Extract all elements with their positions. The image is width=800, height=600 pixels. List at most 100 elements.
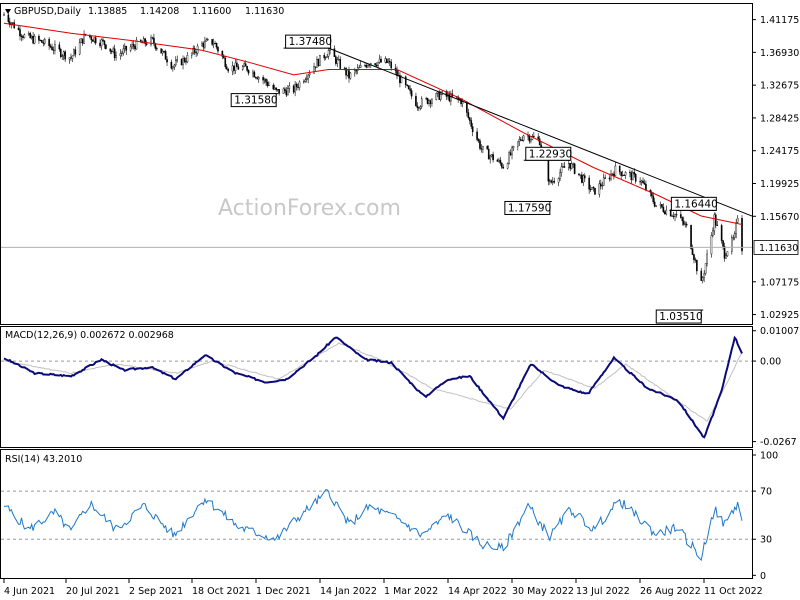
- candle-body: [380, 58, 382, 63]
- candle-body: [135, 39, 138, 50]
- candle-body: [431, 99, 433, 104]
- candle-body: [680, 214, 682, 218]
- candle-body: [551, 180, 554, 183]
- x-tick-label: 14 Apr 2022: [448, 586, 507, 597]
- candle-body: [714, 214, 717, 226]
- candle-body: [664, 211, 666, 215]
- x-tick-label: 2 Sep 2021: [129, 586, 183, 597]
- candle-body: [693, 254, 695, 260]
- candle-body: [624, 172, 627, 176]
- candle-body: [91, 39, 94, 42]
- candle-body: [701, 277, 704, 281]
- candle-body: [508, 152, 510, 164]
- candle-body: [578, 173, 580, 176]
- candle-body: [202, 42, 205, 48]
- candle-body: [377, 61, 379, 67]
- rsi-label: RSI(14) 43.2010: [5, 454, 82, 465]
- candle-body: [487, 148, 490, 160]
- candle-body: [583, 175, 586, 179]
- candle-body: [153, 37, 155, 44]
- candle-body: [161, 50, 164, 54]
- x-tick-label: 13 Jul 2022: [576, 586, 630, 597]
- candle-body: [314, 66, 317, 68]
- candle-body: [645, 184, 647, 191]
- candle-body: [62, 51, 65, 56]
- candle-body: [509, 152, 512, 156]
- candle-body: [100, 39, 103, 47]
- candle-body: [732, 237, 735, 239]
- x-tick-label: 18 Oct 2021: [192, 586, 251, 597]
- candle-body: [589, 189, 592, 191]
- annotation-label: 1.22930: [529, 148, 572, 160]
- price-tick-label: 1.07175: [760, 277, 799, 288]
- candle-body: [343, 68, 346, 70]
- chart-marks: 1.11630 1.41175 1.36930 1.32675 1.28425 1.241…: [1, 12, 800, 597]
- candle-body: [295, 83, 298, 88]
- candle-body: [562, 166, 564, 168]
- candle-body: [346, 70, 349, 76]
- candle-body: [594, 187, 596, 195]
- candle-body: [537, 136, 540, 139]
- candle-body: [630, 172, 633, 181]
- candle-body: [570, 163, 573, 169]
- candle-body: [410, 90, 413, 97]
- candle-body: [501, 163, 503, 168]
- annotation-box: [655, 309, 702, 324]
- candle-body: [592, 186, 595, 189]
- rsi-tick-label: 0: [760, 571, 766, 582]
- candle-body: [726, 251, 729, 257]
- candle-body: [74, 49, 77, 55]
- candle-body: [266, 82, 269, 86]
- price-annotations: 1.37480 1.31580 1.22930 1.17590 1.16440 1.035…: [230, 34, 718, 324]
- candle-body: [70, 57, 72, 59]
- ohlc-close: 1.11630: [245, 6, 284, 17]
- candle-body: [621, 174, 624, 176]
- candle-body: [470, 120, 473, 127]
- candle-body: [227, 69, 229, 72]
- candle-body: [563, 166, 566, 168]
- price-pane: [0, 3, 753, 325]
- candle-body: [102, 39, 104, 41]
- candle-body: [125, 45, 128, 51]
- candle-body: [690, 224, 692, 249]
- candle-body: [59, 48, 62, 57]
- candle-body: [124, 45, 126, 50]
- candle-body: [569, 163, 572, 169]
- candle-body: [333, 48, 336, 57]
- candle-body: [11, 22, 14, 24]
- candle-body: [27, 33, 30, 35]
- annotation-box: [670, 196, 717, 211]
- x-tick-label: 11 Oct 2022: [704, 586, 763, 597]
- candle-body: [653, 201, 656, 207]
- candle-body: [263, 79, 266, 81]
- candle-body: [132, 44, 135, 47]
- candle-body: [614, 165, 617, 176]
- candle-body: [80, 38, 82, 43]
- candle-body: [722, 240, 724, 247]
- candle-body: [426, 98, 429, 104]
- candle-body: [39, 39, 42, 41]
- candle-body: [305, 78, 308, 81]
- candle-body: [396, 70, 398, 77]
- candle-body: [265, 79, 267, 83]
- candle-body: [517, 141, 519, 147]
- candle-body: [438, 91, 441, 100]
- candle-body: [557, 178, 560, 183]
- price-tick-label: 1.15670: [760, 212, 799, 223]
- candle-body: [294, 83, 296, 93]
- candle-body: [119, 53, 122, 56]
- candle-body: [214, 43, 216, 45]
- candle-body: [316, 59, 318, 68]
- candle-body: [276, 89, 279, 91]
- candle-body: [506, 163, 509, 169]
- candle-body: [268, 84, 270, 86]
- candle-body: [103, 40, 106, 45]
- candle-body: [195, 52, 197, 54]
- candle-body: [304, 79, 307, 82]
- last-price-tag: [753, 240, 799, 255]
- candle-body: [247, 70, 250, 74]
- candle-body: [610, 173, 612, 180]
- candle-body: [61, 55, 64, 57]
- candle-body: [604, 177, 606, 179]
- annotation-box: [504, 200, 551, 215]
